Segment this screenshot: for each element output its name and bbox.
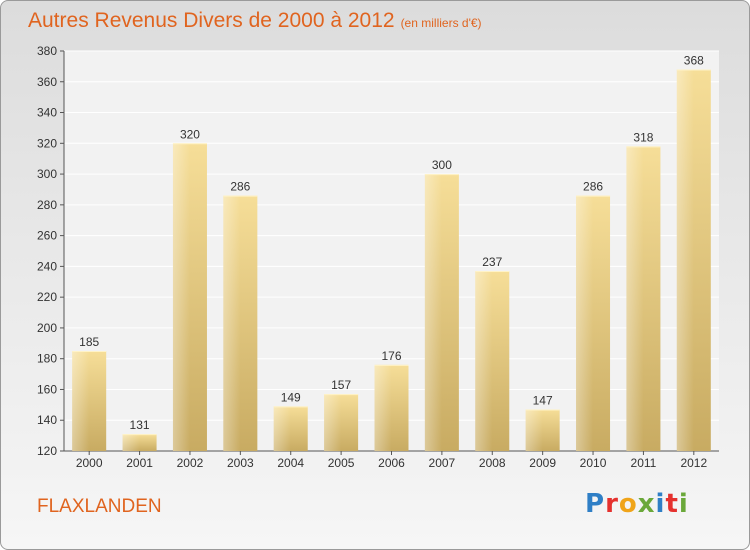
logo-letter: i	[655, 489, 666, 519]
y-tick-label: 260	[37, 229, 57, 243]
logo-letter: r	[605, 489, 619, 519]
bar	[475, 271, 510, 451]
y-tick-label: 220	[37, 290, 57, 304]
bar-value-label: 320	[180, 127, 200, 141]
bar-highlight	[223, 195, 241, 451]
y-tick-label: 340	[37, 106, 57, 120]
bar-highlight	[424, 174, 442, 452]
bar-value-label: 286	[230, 180, 250, 194]
bar-highlight	[475, 271, 493, 451]
y-tick-label: 280	[37, 198, 57, 212]
y-tick-label: 320	[37, 136, 57, 150]
bar	[273, 406, 308, 451]
bar-value-label: 147	[533, 393, 553, 407]
x-tick-label: 2010	[580, 456, 607, 470]
x-tick-label: 2001	[126, 456, 153, 470]
x-tick-label: 2000	[76, 456, 103, 470]
bar	[525, 409, 560, 451]
x-tick-label: 2004	[277, 456, 304, 470]
bars	[72, 69, 711, 452]
chart-title-text: Autres Revenus Divers de 2000 à 2012	[28, 9, 395, 32]
x-tick-label: 2005	[328, 456, 355, 470]
bar	[72, 351, 107, 451]
bar-highlight	[122, 434, 140, 451]
bar-highlight	[72, 351, 90, 451]
bar	[576, 195, 611, 451]
bar	[424, 174, 459, 452]
bar-highlight	[273, 406, 291, 451]
y-tick-label: 120	[37, 444, 57, 458]
bar-highlight	[172, 143, 190, 452]
y-tick-label: 380	[37, 44, 57, 58]
y-tick-label: 240	[37, 259, 57, 273]
bar-value-label: 286	[583, 180, 603, 194]
bar	[626, 146, 661, 451]
x-tick-label: 2012	[680, 456, 707, 470]
x-tick-label: 2008	[479, 456, 506, 470]
bar-highlight	[576, 195, 594, 451]
x-tick-label: 2009	[529, 456, 556, 470]
logo-letter: x	[637, 489, 656, 519]
y-tick-label: 180	[37, 352, 57, 366]
y-tick-label: 300	[37, 167, 57, 181]
bar-highlight	[626, 146, 644, 451]
bar	[172, 143, 207, 452]
x-tick-label: 2011	[631, 456, 657, 470]
bar-highlight	[324, 394, 342, 451]
bar-value-label: 176	[381, 349, 401, 363]
chart-subtitle: (en milliers d'€)	[400, 16, 482, 30]
bar-value-label: 149	[281, 390, 301, 404]
logo-letter: i	[678, 489, 689, 519]
labels: 120 140 160 180 200 220 240 260 280 300 320 340 360 3…	[37, 44, 708, 470]
bar-value-label: 318	[633, 130, 653, 144]
bar	[223, 195, 258, 451]
y-tick-label: 360	[37, 75, 57, 89]
x-tick-label: 2002	[177, 456, 204, 470]
bar-highlight	[676, 69, 694, 451]
y-tick-label: 140	[37, 413, 57, 427]
place-name: FLAXLANDEN	[37, 496, 162, 517]
proxiti-logo: Proxiti	[585, 489, 689, 519]
logo-letter: o	[618, 489, 638, 519]
bar-value-label: 157	[331, 378, 351, 392]
bar-value-label: 300	[432, 158, 452, 172]
x-tick-label: 2007	[429, 456, 456, 470]
bar	[374, 364, 409, 451]
x-tick-label: 2003	[227, 456, 254, 470]
chart-title: Autres Revenus Divers de 2000 à 2012 (en …	[28, 9, 482, 33]
logo-letter: t	[665, 489, 679, 519]
bar-value-label: 185	[79, 335, 99, 349]
bar-highlight	[374, 364, 392, 451]
y-tick-label: 160	[37, 382, 57, 396]
bar-value-label: 237	[482, 255, 502, 269]
bar	[676, 69, 711, 451]
bar-value-label: 368	[684, 53, 704, 67]
logo-letter: P	[585, 489, 606, 519]
bar-value-label: 131	[130, 418, 150, 432]
bar	[324, 394, 359, 451]
bar-highlight	[525, 409, 543, 451]
x-tick-label: 2006	[378, 456, 405, 470]
y-tick-label: 200	[37, 321, 57, 335]
bar	[122, 434, 157, 451]
